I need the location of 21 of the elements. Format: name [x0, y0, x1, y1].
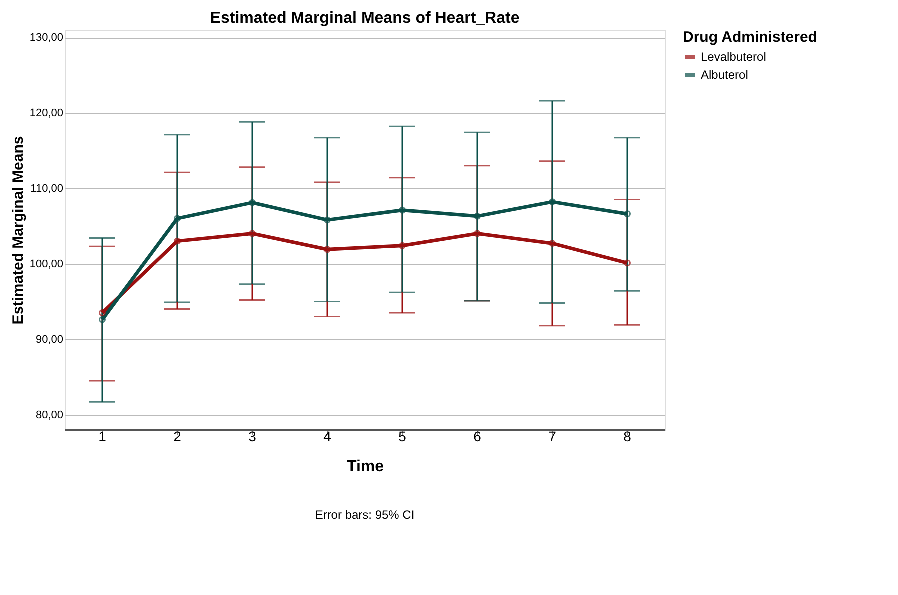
x-tick-label: 3	[248, 428, 257, 444]
x-axis-title: Time	[346, 458, 384, 476]
x-tick-label: 4	[324, 428, 332, 444]
legend-label: Albuterol	[701, 68, 748, 82]
x-tick-label: 6	[474, 428, 482, 444]
y-tick-label: 120,00	[30, 108, 64, 120]
y-tick-label: 110,00	[30, 182, 64, 195]
text: Error bars: 95% CI	[315, 508, 415, 522]
y-tick-label: 90,00	[36, 334, 64, 346]
x-tick-label: 2	[174, 428, 182, 444]
legend-title: Drug Administered	[683, 29, 818, 46]
y-tick-label: 130,00	[30, 32, 64, 44]
chart-title: Estimated Marginal Means of Heart_Rate	[210, 10, 520, 27]
y-tick-label: 80,00	[36, 409, 64, 422]
x-tick-label: 5	[398, 428, 407, 444]
x-tick-label: 8	[624, 428, 632, 444]
y-axis-title: Estimated Marginal Means	[10, 136, 27, 325]
x-tick-label: 1	[98, 428, 107, 444]
x-tick-label: 7	[548, 428, 557, 444]
y-tick-label: 100,00	[30, 258, 64, 270]
legend-label: Levalbuterol	[701, 50, 766, 64]
